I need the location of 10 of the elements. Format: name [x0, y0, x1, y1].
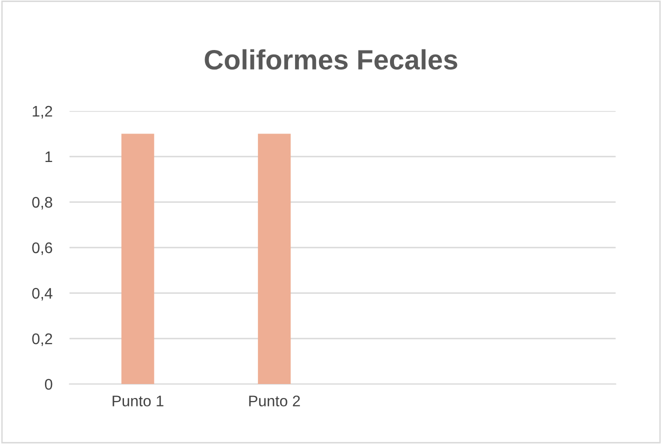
y-tick-label: 1,2	[32, 106, 52, 118]
y-tick-label: 0,2	[32, 333, 52, 346]
y-tick-label: 0,8	[32, 196, 52, 210]
chart-title: Coliformes Fecales	[204, 49, 458, 70]
y-tick-label: 0,4	[32, 288, 52, 301]
x-tick-label: Punto 2	[249, 396, 300, 406]
y-tick-label: 1	[46, 152, 52, 162]
y-tick-label: 0	[44, 378, 52, 390]
y-tick-label: 0,6	[32, 242, 52, 256]
x-tick-label: Punto 1	[112, 396, 164, 406]
